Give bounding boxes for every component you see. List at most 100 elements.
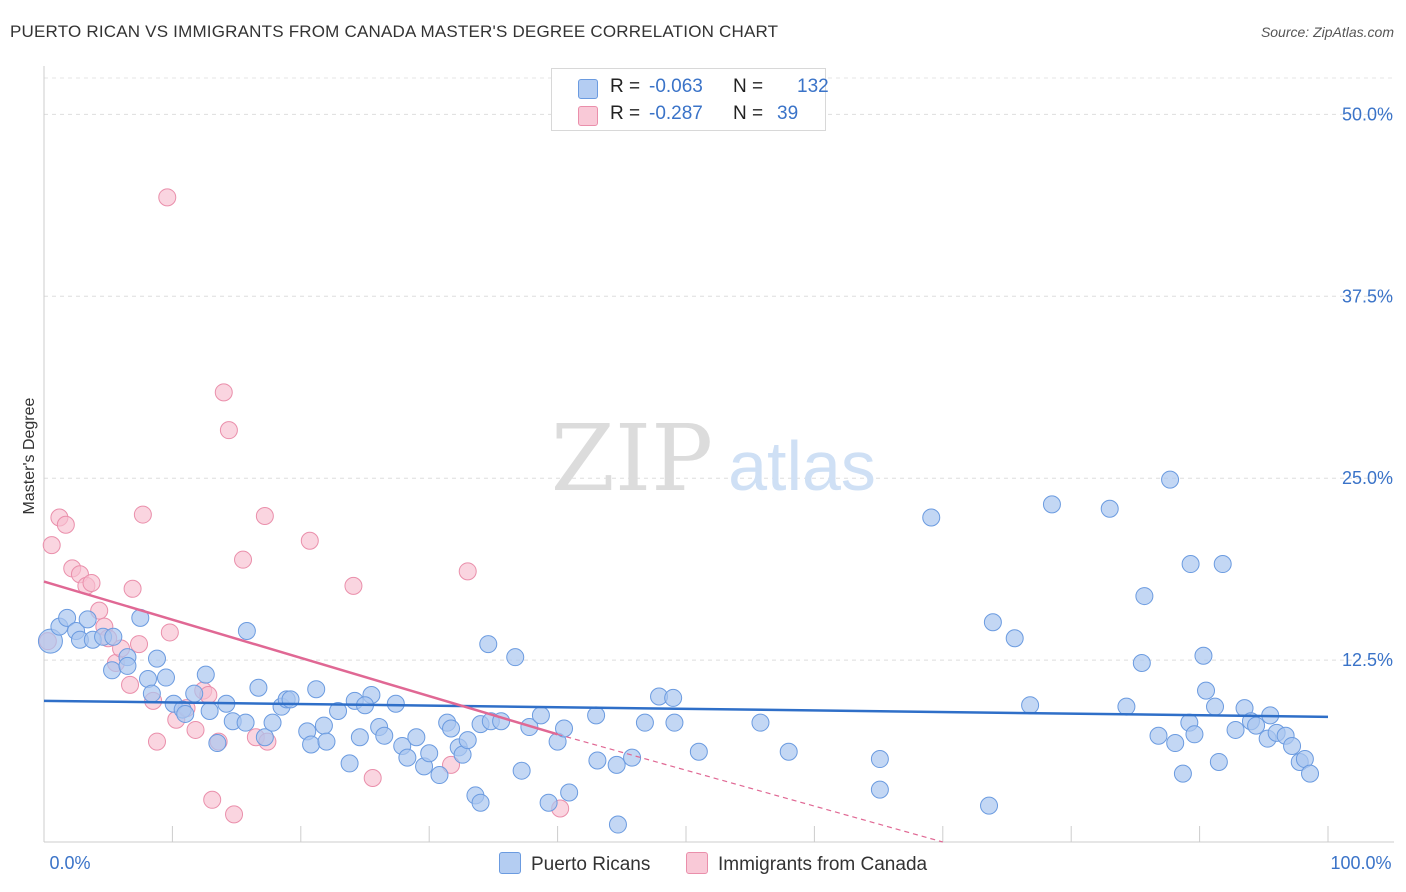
- immigrants-from-canada-point: [363, 768, 382, 787]
- immigrants-from-canada-point: [458, 562, 477, 581]
- puerto-ricans-point: [281, 690, 300, 709]
- immigrants-from-canada-point: [158, 188, 177, 207]
- puerto-ricans-point: [555, 719, 574, 738]
- y-tick-label: 37.5%: [1342, 286, 1393, 306]
- puerto-ricans-point: [1173, 764, 1192, 783]
- puerto-ricans-point: [255, 728, 274, 747]
- legend-row-puerto-ricans: R = -0.063 N = 132: [552, 74, 829, 100]
- puerto-ricans-point: [665, 713, 684, 732]
- puerto-ricans-point: [506, 648, 525, 667]
- puerto-ricans-point: [1185, 725, 1204, 744]
- y-tick-label: 12.5%: [1342, 650, 1393, 670]
- immigrants-from-canada-point: [442, 755, 461, 774]
- puerto-ricans-point: [340, 754, 359, 773]
- chart-title: PUERTO RICAN VS IMMIGRANTS FROM CANADA M…: [10, 22, 779, 41]
- puerto-ricans-point: [1149, 726, 1168, 745]
- watermark-zip: ZIP: [551, 405, 713, 512]
- puerto-ricans-point: [1197, 681, 1216, 700]
- puerto-ricans-point: [317, 732, 336, 751]
- puerto-ricans-point: [983, 613, 1002, 632]
- puerto-ricans-point: [302, 735, 321, 754]
- puerto-ricans-point: [307, 680, 326, 699]
- immigrants-from-canada-point: [203, 790, 222, 809]
- puerto-ricans-point: [1135, 587, 1154, 606]
- puerto-ricans-point: [420, 744, 439, 763]
- immigrants-from-canada-point: [133, 505, 152, 524]
- bottom-legend-label: Immigrants from Canada: [718, 854, 928, 875]
- puerto-ricans-trend-line: [43, 699, 1329, 719]
- y-tick-label: 25.0%: [1342, 468, 1393, 488]
- correlation-legend: R = -0.063 N = 132 R = -0.287 N = 39: [551, 68, 829, 131]
- immigrants-from-canada-point: [300, 531, 319, 550]
- legend-r-label: R =: [610, 76, 641, 97]
- puerto-ricans-point: [587, 706, 606, 725]
- axes: [43, 66, 1394, 843]
- puerto-ricans-point: [1042, 495, 1061, 514]
- puerto-ricans-point: [442, 719, 461, 738]
- legend-n-value: 132: [797, 76, 829, 97]
- puerto-ricans-points: [37, 470, 1320, 834]
- immigrants-from-canada-point: [219, 421, 238, 440]
- puerto-ricans-point: [185, 684, 204, 703]
- puerto-ricans-point: [512, 761, 531, 780]
- puerto-ricans-point: [249, 678, 268, 697]
- puerto-ricans-point: [176, 704, 195, 723]
- puerto-ricans-point: [236, 713, 255, 732]
- y-axis-tick-labels: 12.5% 25.0% 37.5% 50.0%: [1342, 104, 1393, 670]
- bottom-legend-label: Puerto Ricans: [531, 854, 651, 875]
- puerto-ricans-point: [588, 751, 607, 770]
- puerto-ricans-point: [103, 661, 122, 680]
- puerto-ricans-point: [78, 610, 97, 629]
- immigrants-from-canada-trend-extension: [557, 733, 943, 843]
- puerto-ricans-point: [751, 713, 770, 732]
- puerto-ricans-point: [147, 649, 166, 668]
- y-axis-label: Master's Degree: [21, 397, 38, 514]
- puerto-ricans-point: [1161, 470, 1180, 489]
- puerto-ricans-point: [922, 508, 941, 527]
- puerto-ricans-point: [539, 793, 558, 812]
- puerto-ricans-point: [471, 793, 490, 812]
- puerto-ricans-point: [870, 750, 889, 769]
- watermark-atlas: atlas: [728, 427, 876, 505]
- puerto-ricans-point: [870, 780, 889, 799]
- puerto-ricans-point: [1206, 697, 1225, 716]
- puerto-ricans-point: [779, 742, 798, 761]
- immigrants-from-canada-point: [225, 805, 244, 824]
- puerto-ricans-point: [386, 694, 405, 713]
- pink-swatch: [578, 106, 598, 126]
- puerto-ricans-point: [329, 702, 348, 721]
- x-tick-label-min: 0.0%: [49, 853, 90, 873]
- immigrants-from-canada-point: [123, 579, 142, 598]
- legend-r-value: -0.063: [649, 76, 703, 97]
- puerto-ricans-point: [104, 627, 123, 646]
- puerto-ricans-point: [37, 628, 63, 654]
- immigrants-from-canada-point: [234, 550, 253, 569]
- puerto-ricans-point: [1005, 629, 1024, 648]
- immigrants-from-canada-point: [121, 675, 140, 694]
- puerto-ricans-point: [608, 815, 627, 834]
- puerto-ricans-point: [1132, 654, 1151, 673]
- immigrants-from-canada-point: [130, 635, 149, 654]
- puerto-ricans-point: [156, 668, 175, 687]
- legend-n-label: N =: [733, 76, 764, 97]
- blue-swatch: [578, 79, 598, 99]
- puerto-ricans-point: [1247, 716, 1266, 735]
- immigrants-from-canada-point: [42, 536, 61, 555]
- puerto-ricans-point: [1117, 697, 1136, 716]
- puerto-ricans-point: [1100, 499, 1119, 518]
- puerto-ricans-point: [430, 766, 449, 785]
- watermark: ZIP atlas: [551, 405, 876, 512]
- immigrants-from-canada-point: [255, 507, 274, 526]
- puerto-ricans-point: [479, 635, 498, 654]
- puerto-ricans-point: [980, 796, 999, 815]
- puerto-ricans-point: [689, 742, 708, 761]
- immigrants-from-canada-point: [344, 576, 363, 595]
- immigrants-from-canada-trend-line: [43, 580, 558, 736]
- y-tick-label: 50.0%: [1342, 104, 1393, 124]
- puerto-ricans-point: [1283, 736, 1302, 755]
- puerto-ricans-point: [1181, 555, 1200, 574]
- puerto-ricans-point: [1213, 555, 1232, 574]
- puerto-ricans-point: [458, 731, 477, 750]
- puerto-ricans-point: [1194, 646, 1213, 665]
